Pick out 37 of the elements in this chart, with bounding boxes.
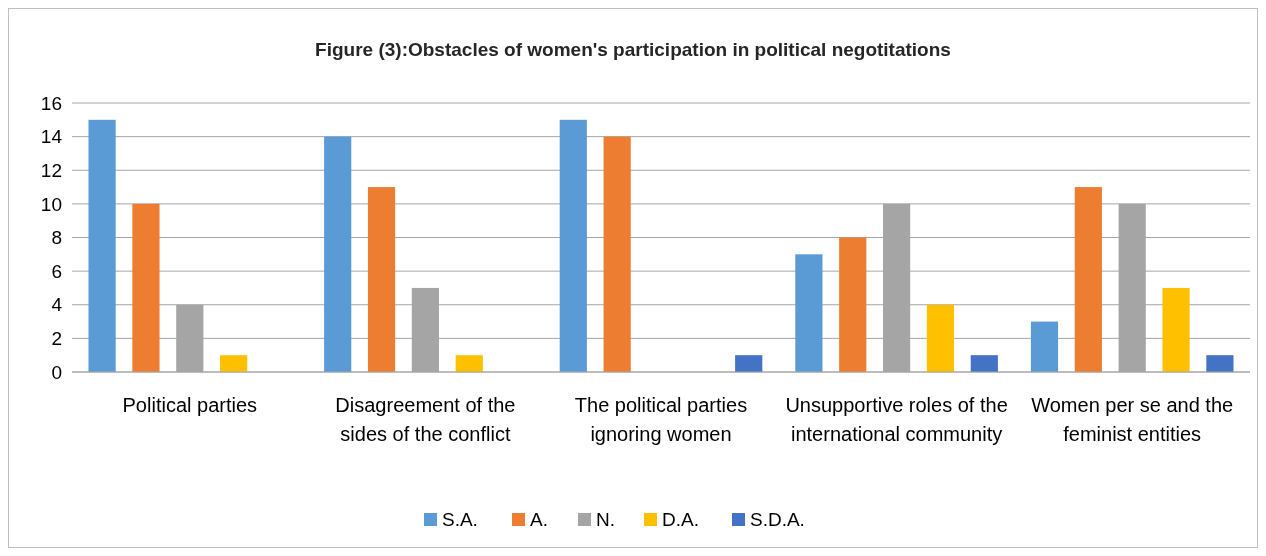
bar <box>735 355 763 372</box>
bar <box>603 136 631 372</box>
y-tick-label: 2 <box>51 328 62 350</box>
bar <box>970 355 998 372</box>
bar <box>88 119 116 372</box>
x-tick-label: Political parties <box>122 394 258 416</box>
legend-label: D.A. <box>662 509 699 530</box>
bar <box>367 187 396 372</box>
bar <box>455 355 483 372</box>
x-tick-label: The political parties ignoring women <box>574 394 748 445</box>
x-tick-label: Unsupportive roles of the international community <box>785 394 1008 445</box>
y-tick-label: 0 <box>51 361 62 383</box>
bar <box>839 237 867 372</box>
y-tick-label: 8 <box>51 227 62 249</box>
bar <box>1162 287 1190 372</box>
legend-label: S.D.A. <box>750 509 805 530</box>
legend-label: S.A. <box>442 509 478 530</box>
bar <box>795 254 823 372</box>
bar <box>132 203 160 372</box>
y-tick-label: 4 <box>51 294 63 316</box>
bar <box>1074 187 1102 372</box>
bar <box>1206 355 1234 372</box>
y-tick-label: 12 <box>40 159 62 181</box>
y-tick-label: 16 <box>40 92 62 114</box>
bar <box>1030 321 1059 372</box>
y-tick-label: 10 <box>40 193 62 215</box>
chart-title: Figure (3):Obstacles of women's participation in political negotitations <box>315 39 951 60</box>
bar <box>926 304 955 372</box>
y-tick-label: 6 <box>51 260 62 282</box>
legend-label: N. <box>596 509 615 530</box>
bar <box>559 119 587 372</box>
x-tick-label: Women per se and the feminist entities <box>1031 394 1234 445</box>
x-tick-label: Disagreement of the sides of the conflict <box>335 394 516 445</box>
y-tick-label: 14 <box>40 126 63 148</box>
legend-label: A. <box>530 509 548 530</box>
bar <box>324 136 352 372</box>
bar <box>220 355 248 372</box>
